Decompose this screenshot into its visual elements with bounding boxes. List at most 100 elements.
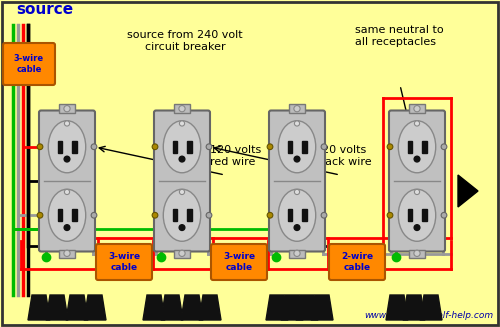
Bar — [174, 250, 190, 258]
Bar — [302, 209, 306, 221]
Text: 3-wire
cable: 3-wire cable — [108, 252, 140, 272]
Circle shape — [414, 106, 420, 112]
Ellipse shape — [398, 121, 436, 173]
Polygon shape — [266, 295, 288, 320]
Bar — [288, 141, 292, 153]
Ellipse shape — [48, 189, 86, 241]
Circle shape — [267, 213, 273, 218]
FancyBboxPatch shape — [39, 111, 95, 251]
Bar — [187, 209, 192, 221]
Circle shape — [152, 144, 158, 150]
Circle shape — [179, 250, 185, 256]
Circle shape — [294, 250, 300, 256]
Polygon shape — [420, 295, 442, 320]
Polygon shape — [311, 295, 333, 320]
Circle shape — [294, 121, 300, 126]
FancyBboxPatch shape — [389, 111, 445, 251]
Circle shape — [294, 225, 300, 231]
Ellipse shape — [164, 189, 200, 241]
Bar — [173, 209, 177, 221]
Bar — [422, 141, 426, 153]
Text: 3-wire
cable: 3-wire cable — [14, 54, 44, 74]
Bar — [58, 141, 62, 153]
Bar — [408, 209, 412, 221]
Bar — [408, 141, 412, 153]
Circle shape — [64, 225, 70, 231]
Polygon shape — [403, 295, 425, 320]
FancyBboxPatch shape — [211, 244, 267, 280]
Circle shape — [91, 213, 97, 218]
Circle shape — [180, 189, 184, 195]
Circle shape — [414, 156, 420, 162]
Circle shape — [179, 106, 185, 112]
Polygon shape — [161, 295, 183, 320]
Bar — [173, 141, 177, 153]
Bar — [289, 104, 305, 113]
Text: www.do-it-yourself-help.com: www.do-it-yourself-help.com — [364, 311, 493, 320]
Circle shape — [387, 213, 393, 218]
Circle shape — [414, 250, 420, 256]
Circle shape — [37, 144, 43, 150]
Bar — [289, 250, 305, 258]
FancyBboxPatch shape — [269, 111, 325, 251]
Circle shape — [294, 106, 300, 112]
Bar — [174, 104, 190, 113]
Ellipse shape — [48, 121, 86, 173]
Text: 120 volts
red wire: 120 volts red wire — [210, 145, 261, 166]
Circle shape — [64, 156, 70, 162]
Polygon shape — [46, 295, 68, 320]
Bar — [59, 104, 75, 113]
Bar — [422, 209, 426, 221]
Text: 3-wire
cable: 3-wire cable — [223, 252, 255, 272]
Polygon shape — [181, 295, 203, 320]
Bar — [72, 141, 76, 153]
Text: 2-wire
cable: 2-wire cable — [341, 252, 373, 272]
Bar — [58, 209, 62, 221]
Circle shape — [414, 225, 420, 231]
Polygon shape — [28, 295, 50, 320]
Circle shape — [152, 213, 158, 218]
FancyBboxPatch shape — [329, 244, 385, 280]
Text: source: source — [16, 2, 73, 17]
Circle shape — [179, 225, 185, 231]
Polygon shape — [458, 175, 478, 207]
Polygon shape — [386, 295, 408, 320]
Circle shape — [441, 144, 447, 150]
Circle shape — [64, 121, 70, 126]
Bar — [187, 141, 192, 153]
Bar — [288, 209, 292, 221]
Polygon shape — [66, 295, 88, 320]
Ellipse shape — [278, 189, 316, 241]
FancyBboxPatch shape — [154, 111, 210, 251]
Circle shape — [387, 144, 393, 150]
Bar — [302, 141, 306, 153]
Circle shape — [321, 144, 327, 150]
Circle shape — [294, 189, 300, 195]
Polygon shape — [199, 295, 221, 320]
Circle shape — [321, 213, 327, 218]
Circle shape — [64, 106, 70, 112]
Polygon shape — [281, 295, 303, 320]
Polygon shape — [84, 295, 106, 320]
Ellipse shape — [278, 121, 316, 173]
Text: source from 240 volt
circuit breaker: source from 240 volt circuit breaker — [127, 30, 243, 52]
Text: 120 volts
black wire: 120 volts black wire — [315, 145, 372, 166]
Circle shape — [267, 144, 273, 150]
Polygon shape — [143, 295, 165, 320]
Ellipse shape — [398, 189, 436, 241]
Bar — [72, 209, 76, 221]
Bar — [409, 104, 425, 113]
Circle shape — [37, 213, 43, 218]
Bar — [409, 250, 425, 258]
Circle shape — [414, 121, 420, 126]
FancyBboxPatch shape — [3, 43, 55, 85]
Circle shape — [206, 213, 212, 218]
Circle shape — [91, 144, 97, 150]
Circle shape — [206, 144, 212, 150]
Bar — [59, 250, 75, 258]
Circle shape — [179, 156, 185, 162]
FancyBboxPatch shape — [96, 244, 152, 280]
Circle shape — [64, 250, 70, 256]
Text: same neutral to
all receptacles: same neutral to all receptacles — [355, 25, 444, 47]
Circle shape — [180, 121, 184, 126]
